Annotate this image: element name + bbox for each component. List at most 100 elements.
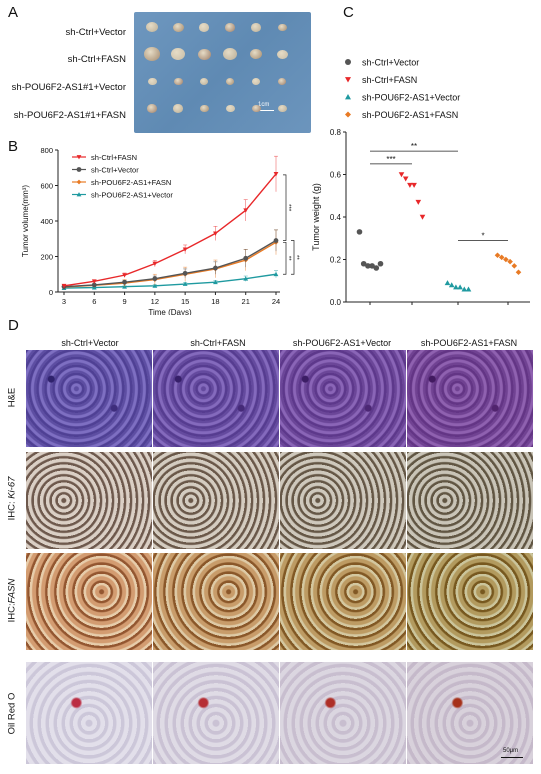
legend-marker — [76, 155, 82, 160]
ihc-image-tile — [153, 350, 279, 447]
tumor-row-label-1: sh-Ctrl+Vector — [65, 27, 126, 38]
panel-label-a: A — [8, 4, 19, 21]
tumor-photo: 1cm — [134, 12, 311, 133]
ihc-image-tile — [407, 350, 533, 447]
ihc-scale-bar — [501, 757, 523, 758]
tumor-sample — [225, 23, 235, 32]
data-point — [457, 284, 463, 290]
ihc-scale-label: 50μm — [503, 748, 519, 754]
data-point — [213, 231, 218, 236]
data-point — [91, 279, 97, 284]
y-axis-label: Tumor volume(mm³) — [21, 185, 30, 257]
data-point — [365, 263, 371, 269]
data-point — [152, 261, 158, 266]
series-line — [63, 173, 277, 287]
tumor-volume-chart: 0 200 400 600 800 3 6 9 12 15 18 21 24 Time (Days) Tum… — [21, 146, 299, 315]
y-tick-label: 0 — [49, 288, 53, 297]
ihc-image-tile — [26, 452, 152, 549]
x-tick-label: 24 — [272, 297, 280, 306]
legend-marker — [345, 77, 351, 83]
y-tick-label: 600 — [40, 182, 53, 191]
x-tick-label: 9 — [122, 297, 126, 306]
legend-label: sh-Ctrl+FASN — [362, 75, 417, 85]
data-point — [360, 260, 367, 267]
tumor-sample — [173, 77, 183, 86]
y-tick-label: 200 — [40, 253, 53, 262]
legend-label: sh-Ctrl+Vector — [362, 58, 419, 68]
x-tick-label: 3 — [62, 297, 66, 306]
significance-label: ** — [285, 256, 291, 261]
data-point — [402, 176, 409, 182]
tumor-sample — [277, 104, 287, 113]
ihc-image-tile — [280, 452, 406, 549]
ihc-image-tile — [280, 662, 406, 764]
data-point — [411, 182, 417, 188]
x-tick-label: 15 — [181, 297, 189, 306]
series-line — [63, 273, 277, 289]
tumor-sample — [226, 78, 234, 85]
legend-label: sh-POU6F2-AS1+Vector — [91, 191, 173, 200]
tumor-weight-chart: sh-Ctrl+Vector sh-Ctrl+FASN sh-POU6F2-AS1+… — [311, 58, 530, 307]
ihc-image-tile — [153, 662, 279, 764]
y-axis-label: Tumor weight (g) — [311, 183, 321, 251]
legend-label: sh-POU6F2-AS1+FASN — [362, 110, 458, 120]
significance-bracket — [283, 241, 287, 275]
ihc-image-tile — [26, 662, 152, 764]
ihc-row-label-oil-red-o: Oil Red O — [6, 692, 18, 735]
data-point — [91, 282, 97, 288]
data-point — [273, 271, 279, 277]
legend-marker — [345, 94, 351, 100]
panel-label-b: B — [8, 138, 19, 155]
significance-label: *** — [386, 155, 395, 164]
data-point — [182, 247, 188, 252]
data-point — [122, 273, 127, 278]
tumor-scale-bar — [256, 110, 274, 111]
tumor-sample — [197, 48, 211, 60]
ihc-image-tile — [280, 553, 406, 650]
data-point — [243, 208, 249, 213]
y-tick-label: 0.0 — [330, 298, 342, 307]
data-point — [356, 229, 363, 235]
x-tick-label: 12 — [151, 297, 159, 306]
x-tick-label: 21 — [242, 297, 250, 306]
data-point — [498, 254, 505, 261]
tumor-sample — [147, 77, 157, 86]
data-point — [182, 281, 188, 286]
significance-label: *** — [285, 204, 291, 212]
x-axis-label: Time (Days) — [148, 308, 192, 315]
data-point — [448, 282, 455, 288]
data-point — [122, 279, 127, 285]
tumor-sample — [144, 47, 160, 61]
significance-bracket — [291, 240, 295, 275]
data-point — [373, 265, 380, 271]
tumor-sample — [147, 104, 157, 113]
tumor-sample — [276, 49, 288, 59]
data-point — [494, 252, 501, 259]
data-point — [507, 258, 513, 265]
legend-marker — [76, 192, 82, 197]
y-tick-label: 0.6 — [330, 171, 342, 180]
data-point — [61, 283, 67, 289]
panel-label-d: D — [8, 317, 19, 334]
ihc-image-tile — [153, 452, 279, 549]
ihc-column-header-2: sh-Ctrl+FASN — [190, 338, 246, 348]
tumor-sample — [171, 48, 185, 60]
panel-label-c: C — [343, 4, 354, 21]
legend-label: sh-Ctrl+FASN — [91, 153, 137, 162]
tumor-row-label-4: sh-POU6F2-AS1#1+FASN — [13, 110, 126, 121]
legend-label: sh-Ctrl+Vector — [91, 166, 139, 175]
significance-label: ** — [411, 142, 417, 151]
data-point — [511, 263, 518, 269]
tumor-row-label-3: sh-POU6F2-AS1#1+Vector — [11, 82, 126, 93]
legend-marker — [76, 179, 82, 185]
data-point — [369, 263, 375, 269]
data-point — [243, 276, 249, 281]
tumor-sample — [278, 78, 286, 85]
ihc-image-tile — [26, 553, 152, 650]
ihc-column-header-3: sh-POU6F2-AS1+Vector — [292, 338, 392, 348]
tumor-sample — [172, 22, 184, 32]
ihc-image-tile — [407, 452, 533, 549]
tumor-sample — [251, 23, 261, 32]
data-point — [444, 280, 451, 286]
significance-bracket — [283, 174, 287, 241]
